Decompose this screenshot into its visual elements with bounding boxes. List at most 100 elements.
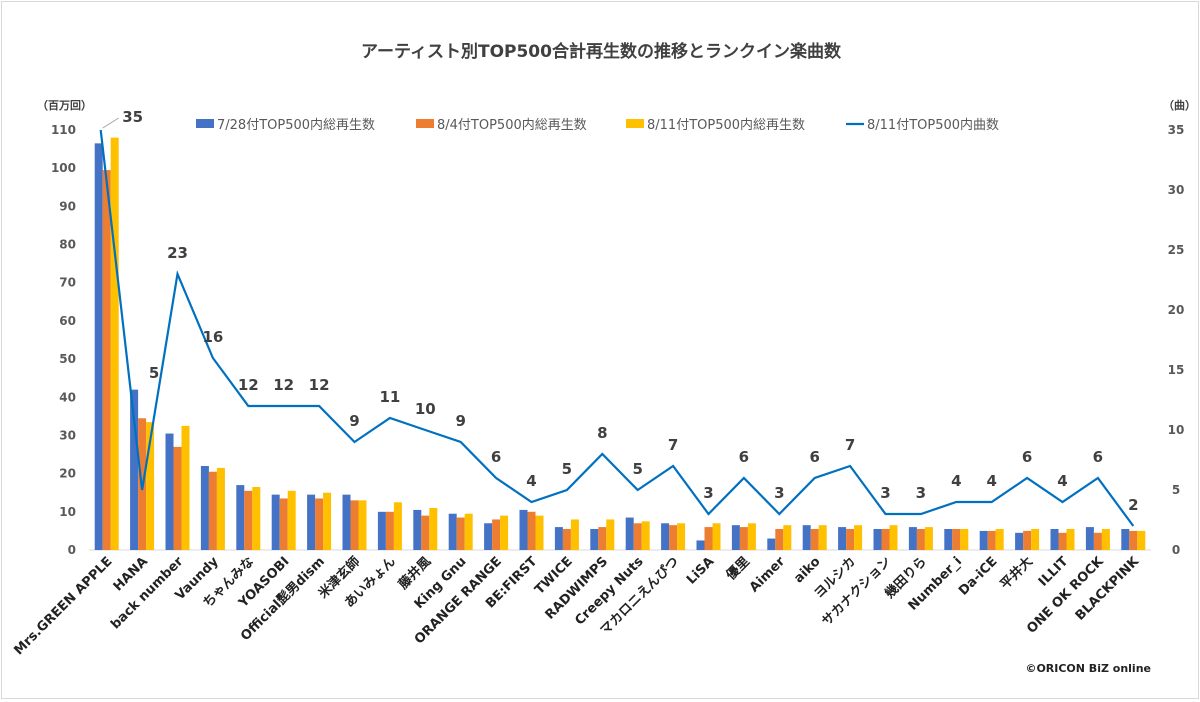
bar-2-3 <box>208 471 217 550</box>
bar-2-5 <box>279 498 288 550</box>
bar-1-6 <box>307 494 316 550</box>
bar-1-17 <box>696 540 705 550</box>
count-label: 4 <box>526 472 536 490</box>
bar-1-3 <box>200 466 209 550</box>
y2-tick-label: 35 <box>1168 123 1185 137</box>
bar-2-13 <box>562 529 571 550</box>
count-label: 10 <box>415 400 436 418</box>
bar-2-9 <box>421 515 430 550</box>
y-tick-label: 30 <box>59 428 76 442</box>
bar-1-9 <box>413 509 422 550</box>
bar-1-27 <box>1050 529 1059 550</box>
bar-1-24 <box>944 529 953 550</box>
count-label: 2 <box>1128 496 1138 514</box>
bar-3-21 <box>854 525 863 550</box>
y-tick-label: 20 <box>59 467 76 481</box>
count-label: 16 <box>202 328 223 346</box>
bar-2-4 <box>244 490 253 550</box>
legend-swatch <box>416 119 434 128</box>
category-label: aiko <box>791 554 823 586</box>
leader-line <box>102 117 119 129</box>
bar-3-17 <box>712 523 721 550</box>
bar-3-22 <box>889 525 898 550</box>
bar-2-21 <box>846 529 855 550</box>
count-label: 3 <box>703 484 713 502</box>
legend-label: 8/11付TOP500内総再生数 <box>647 117 805 133</box>
bar-1-26 <box>1015 532 1024 550</box>
legend-label: 8/4付TOP500内総再生数 <box>437 117 587 133</box>
count-label: 6 <box>1093 448 1103 466</box>
bar-2-25 <box>987 530 996 550</box>
bar-3-26 <box>1031 529 1040 550</box>
count-label: 9 <box>455 412 465 430</box>
count-label: 7 <box>668 436 678 454</box>
category-label: 平井大 <box>997 554 1036 593</box>
bar-3-29 <box>1137 530 1146 550</box>
count-label: 23 <box>167 244 188 262</box>
chart-title: アーティスト別TOP500合計再生数の推移とランクイン楽曲数 <box>361 41 842 62</box>
bar-1-22 <box>873 529 882 550</box>
count-label: 5 <box>149 364 159 382</box>
bar-2-18 <box>739 527 748 550</box>
bar-3-1 <box>146 422 155 550</box>
count-label: 12 <box>309 376 330 394</box>
y2-tick-label: 30 <box>1168 183 1185 197</box>
y-tick-label: 70 <box>59 276 76 290</box>
legend-swatch <box>196 119 214 128</box>
bar-3-10 <box>464 513 473 550</box>
category-label: Mrs.GREEN APPLE <box>11 554 115 658</box>
y-tick-label: 90 <box>59 199 76 213</box>
bar-1-20 <box>802 525 811 550</box>
count-label: 11 <box>379 388 400 406</box>
bar-1-2 <box>165 433 174 550</box>
bar-2-16 <box>669 525 678 550</box>
bar-1-15 <box>625 517 634 550</box>
bar-3-25 <box>995 529 1004 550</box>
bar-1-5 <box>271 494 280 550</box>
count-label: 35 <box>122 108 143 126</box>
count-label: 12 <box>238 376 259 394</box>
bar-2-24 <box>952 529 961 550</box>
bar-2-8 <box>385 511 394 550</box>
y-tick-label: 40 <box>59 390 76 404</box>
count-label: 3 <box>880 484 890 502</box>
bar-3-23 <box>924 527 933 550</box>
bar-3-18 <box>747 523 756 550</box>
bar-1-28 <box>1085 527 1094 550</box>
bar-3-6 <box>323 492 332 550</box>
y2-tick-label: 10 <box>1168 423 1185 437</box>
bar-1-21 <box>838 527 847 550</box>
bar-1-16 <box>661 523 670 550</box>
bar-3-20 <box>818 525 827 550</box>
bar-1-23 <box>908 527 917 550</box>
bar-3-12 <box>535 515 544 550</box>
y-tick-label: 110 <box>51 123 76 137</box>
count-label: 6 <box>491 448 501 466</box>
bar-2-6 <box>315 498 324 550</box>
bar-1-10 <box>448 513 457 550</box>
count-label: 5 <box>562 460 572 478</box>
bar-1-8 <box>377 511 386 550</box>
y-tick-label: 10 <box>59 505 76 519</box>
category-label: Aimer <box>747 554 789 596</box>
bar-1-25 <box>979 530 988 550</box>
bar-1-12 <box>519 509 528 550</box>
bar-3-3 <box>216 467 225 550</box>
bar-3-5 <box>287 490 296 550</box>
count-label: 3 <box>916 484 926 502</box>
count-label: 6 <box>739 448 749 466</box>
bar-3-16 <box>677 523 686 550</box>
count-label: 7 <box>845 436 855 454</box>
bar-3-14 <box>606 519 615 550</box>
bar-1-0 <box>94 143 103 550</box>
bar-3-24 <box>960 529 969 550</box>
bar-2-22 <box>881 529 890 550</box>
bar-1-7 <box>342 494 351 550</box>
credit: ©ORICON BiZ online <box>1025 662 1151 675</box>
bar-2-0 <box>102 170 111 550</box>
bar-3-19 <box>783 525 792 550</box>
count-line <box>99 129 1135 527</box>
bar-3-28 <box>1101 529 1110 550</box>
bar-3-8 <box>393 502 402 550</box>
